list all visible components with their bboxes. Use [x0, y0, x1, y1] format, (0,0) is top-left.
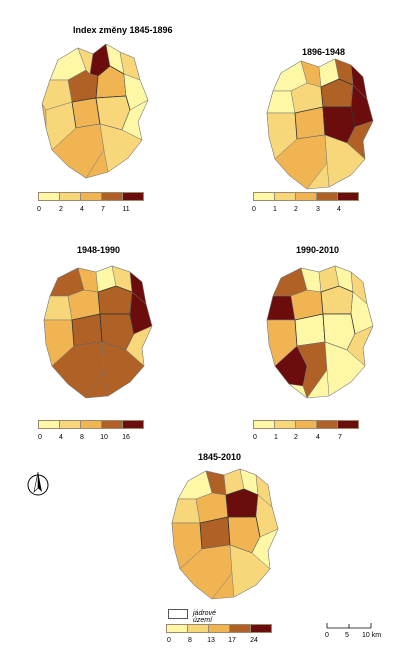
legend-tick: 4: [337, 206, 341, 213]
legend-swatch: [274, 192, 296, 201]
legend-swatch: [316, 192, 338, 201]
legend-swatch: [253, 192, 275, 201]
legend-tick: 0: [253, 434, 257, 441]
legend-swatch: [101, 192, 123, 201]
legend-swatch: [80, 420, 102, 429]
legend-swatch: [38, 192, 60, 201]
legend-swatch: [59, 192, 81, 201]
panel-title: 1948-1990: [77, 245, 121, 255]
legend-swatch: [38, 420, 60, 429]
legend-tick: 0: [167, 637, 171, 644]
panel-title: 1845-2010: [198, 452, 242, 462]
legend-swatch: [187, 624, 209, 633]
scale-label: 0: [325, 632, 329, 639]
legend-swatch: [337, 420, 359, 429]
panel-title: 1896-1948: [302, 47, 346, 57]
legend-tick: 7: [101, 206, 105, 213]
legend-tick: 8: [188, 637, 192, 644]
legend-swatch: [250, 624, 272, 633]
legend-tick: 0: [252, 206, 256, 213]
legend-tick: 1: [274, 434, 278, 441]
legend-tick: 16: [122, 434, 130, 441]
legend-color-bar: [253, 192, 359, 201]
choropleth-map: [171, 468, 279, 600]
scale-label: 10 km: [362, 632, 382, 639]
legend-tick: 24: [250, 637, 258, 644]
legend-tick: 8: [80, 434, 84, 441]
legend-color-bar: [253, 420, 359, 429]
legend-tick: 4: [59, 434, 63, 441]
core-area-key-box: [168, 609, 188, 619]
legend-swatch: [208, 624, 230, 633]
legend-swatch: [122, 420, 144, 429]
scale-bar: [326, 623, 372, 629]
legend-tick: 13: [207, 637, 215, 644]
legend-color-bar: [38, 192, 144, 201]
north-arrow-icon: [27, 471, 49, 496]
choropleth-map: [43, 265, 153, 399]
scale-label: 5: [345, 632, 349, 639]
legend-swatch: [122, 192, 144, 201]
legend-swatch: [316, 420, 338, 429]
legend-swatch: [166, 624, 188, 633]
legend-tick: 10: [100, 434, 108, 441]
legend-tick: 2: [294, 206, 298, 213]
legend-tick: 2: [59, 206, 63, 213]
legend-swatch: [295, 192, 317, 201]
legend-swatch: [274, 420, 296, 429]
panel-title: Index změny 1845-1896: [73, 25, 173, 35]
legend-tick: 0: [38, 434, 42, 441]
legend-tick: 2: [294, 434, 298, 441]
legend-swatch: [229, 624, 251, 633]
legend-swatch: [337, 192, 359, 201]
legend-swatch: [101, 420, 123, 429]
legend-tick: 7: [338, 434, 342, 441]
legend-tick: 17: [228, 637, 236, 644]
legend-tick: 4: [80, 206, 84, 213]
legend-color-bar: [38, 420, 144, 429]
legend-swatch: [59, 420, 81, 429]
choropleth-map: [266, 58, 374, 190]
core-area-label: jádrové území: [193, 610, 216, 624]
legend-tick: 4: [316, 434, 320, 441]
legend-color-bar: [166, 624, 272, 633]
panel-title: 1990-2010: [296, 245, 340, 255]
choropleth-map: [41, 43, 149, 179]
choropleth-map: [266, 265, 374, 399]
legend-tick: 11: [122, 206, 130, 213]
legend-tick: 0: [37, 206, 41, 213]
legend-tick: 3: [316, 206, 320, 213]
legend-swatch: [295, 420, 317, 429]
legend-swatch: [253, 420, 275, 429]
legend-swatch: [80, 192, 102, 201]
legend-tick: 1: [273, 206, 277, 213]
